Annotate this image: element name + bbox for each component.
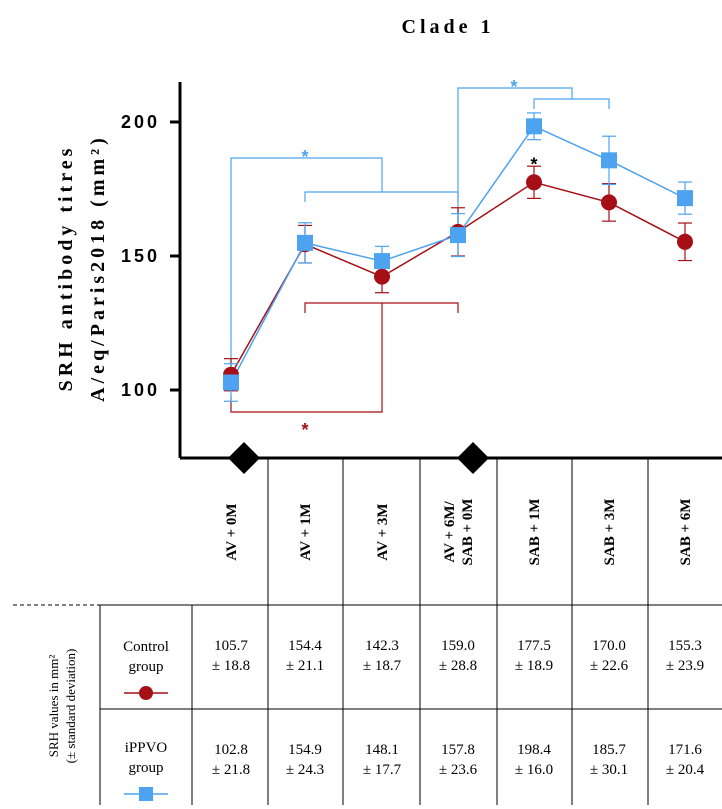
ippvo-row-label-line1: iPPVO	[125, 740, 168, 756]
data-point	[223, 374, 239, 391]
significance-bracket	[230, 303, 383, 413]
table-cell-sd: ± 20.4	[666, 762, 705, 778]
category-label-line: AV + 1M	[298, 503, 314, 560]
table-cell-sd: ± 16.0	[515, 762, 553, 778]
significance-bracket-stub	[533, 98, 610, 109]
significance-bracket-stub	[304, 302, 459, 313]
category-label: SAB + 6M	[678, 499, 694, 566]
data-point	[297, 234, 313, 251]
table-cell-sd: ± 18.8	[212, 658, 250, 674]
significance-star: *	[301, 420, 308, 440]
data-point	[374, 268, 390, 285]
data-point	[677, 190, 693, 207]
data-point	[601, 194, 617, 211]
table-cells: 105.7 ± 18.8 154.4 ± 21.1 142.3 ± 18.7 159.0 ± …	[212, 638, 705, 778]
vaccination-markers	[228, 442, 489, 474]
significance-bracket	[457, 87, 573, 224]
category-label-line: SAB + 1M	[527, 499, 543, 566]
category-label-line: AV + 6M/	[442, 501, 458, 563]
table-cell-sd: ± 24.3	[286, 762, 324, 778]
table-cell-sd: ± 21.1	[286, 658, 324, 674]
significance-brackets: * * * *	[230, 77, 610, 440]
significance-star: *	[510, 77, 517, 97]
category-label: AV + 6M/SAB + 0M	[442, 499, 476, 566]
vaccination-diamond	[457, 442, 489, 474]
control-row-label-line2: group	[129, 659, 164, 675]
category-label: AV + 1M	[298, 503, 314, 560]
table-cell-value: 102.8	[214, 742, 248, 758]
table-side-label-line2: (± standard deviation)	[63, 649, 78, 764]
table-cell-value: 142.3	[365, 638, 399, 654]
y-tick-label: 150	[121, 246, 160, 266]
category-label: SAB + 1M	[527, 499, 543, 566]
table-cell-value: 170.0	[592, 638, 626, 654]
table-cell-sd: ± 28.8	[439, 658, 477, 674]
y-tick-label: 200	[121, 112, 160, 132]
control-row-label-line1: Control	[123, 639, 169, 655]
category-label: AV + 0M	[224, 503, 240, 560]
table-cell-value: 185.7	[592, 742, 626, 758]
table-cell-sd: ± 21.8	[212, 762, 250, 778]
data-point	[526, 174, 542, 191]
table-cell-value: 171.6	[668, 742, 702, 758]
significance-star: *	[530, 154, 537, 174]
table-cell-value: 177.5	[517, 638, 551, 654]
table-cell-sd: ± 17.7	[363, 762, 402, 778]
table-cell-sd: ± 23.9	[666, 658, 704, 674]
category-label: AV + 3M	[375, 503, 391, 560]
table-cell-sd: ± 30.1	[590, 762, 628, 778]
table-cell-value: 154.9	[288, 742, 322, 758]
significance-star: *	[301, 147, 308, 167]
table-cell-value: 148.1	[365, 742, 399, 758]
chart-title: Clade 1	[402, 16, 495, 38]
data-point	[526, 118, 542, 135]
table-cell-value: 105.7	[214, 638, 248, 654]
table-cell-value: 155.3	[668, 638, 702, 654]
category-label-line: SAB + 6M	[678, 499, 694, 566]
category-label-line: SAB + 3M	[602, 499, 618, 566]
table-cell-sd: ± 23.6	[439, 762, 478, 778]
data-point	[677, 233, 693, 250]
data-point	[374, 253, 390, 270]
y-axis-label-line1: SRH antibody titres	[55, 145, 77, 392]
ippvo-legend-marker	[139, 787, 153, 801]
significance-bracket-stub	[304, 191, 459, 202]
significance-bracket	[230, 157, 383, 368]
ippvo-row-label-line2: group	[129, 760, 164, 776]
category-label: SAB + 3M	[602, 499, 618, 566]
table-cell-value: 159.0	[441, 638, 475, 654]
table-side-label-line1: SRH values in mm²	[46, 655, 61, 758]
category-label-line: AV + 3M	[375, 503, 391, 560]
category-labels: AV + 0M AV + 1M AV + 3M AV + 6M/SAB + 0M SAB…	[224, 499, 694, 566]
vaccination-diamond	[228, 442, 260, 474]
data-point	[450, 227, 466, 244]
control-legend-marker	[139, 686, 153, 700]
table-cell-sd: ± 22.6	[590, 658, 629, 674]
category-label-line: AV + 0M	[224, 503, 240, 560]
data-point	[601, 152, 617, 169]
y-axis-label-line2: A/eq/Paris2018 (mm²)	[87, 134, 109, 402]
table-cell-value: 154.4	[288, 638, 322, 654]
series-layer	[223, 112, 693, 402]
y-tick-label: 100	[121, 380, 160, 400]
table-cell-sd: ± 18.9	[515, 658, 553, 674]
table-cell-value: 157.8	[441, 742, 475, 758]
table-cell-value: 198.4	[517, 742, 551, 758]
table-cell-sd: ± 18.7	[363, 658, 402, 674]
data-table: SRH values in mm² (± standard deviation)…	[10, 458, 722, 805]
y-ticks: 100 150 200	[121, 112, 180, 400]
category-label-line: SAB + 0M	[460, 499, 476, 566]
